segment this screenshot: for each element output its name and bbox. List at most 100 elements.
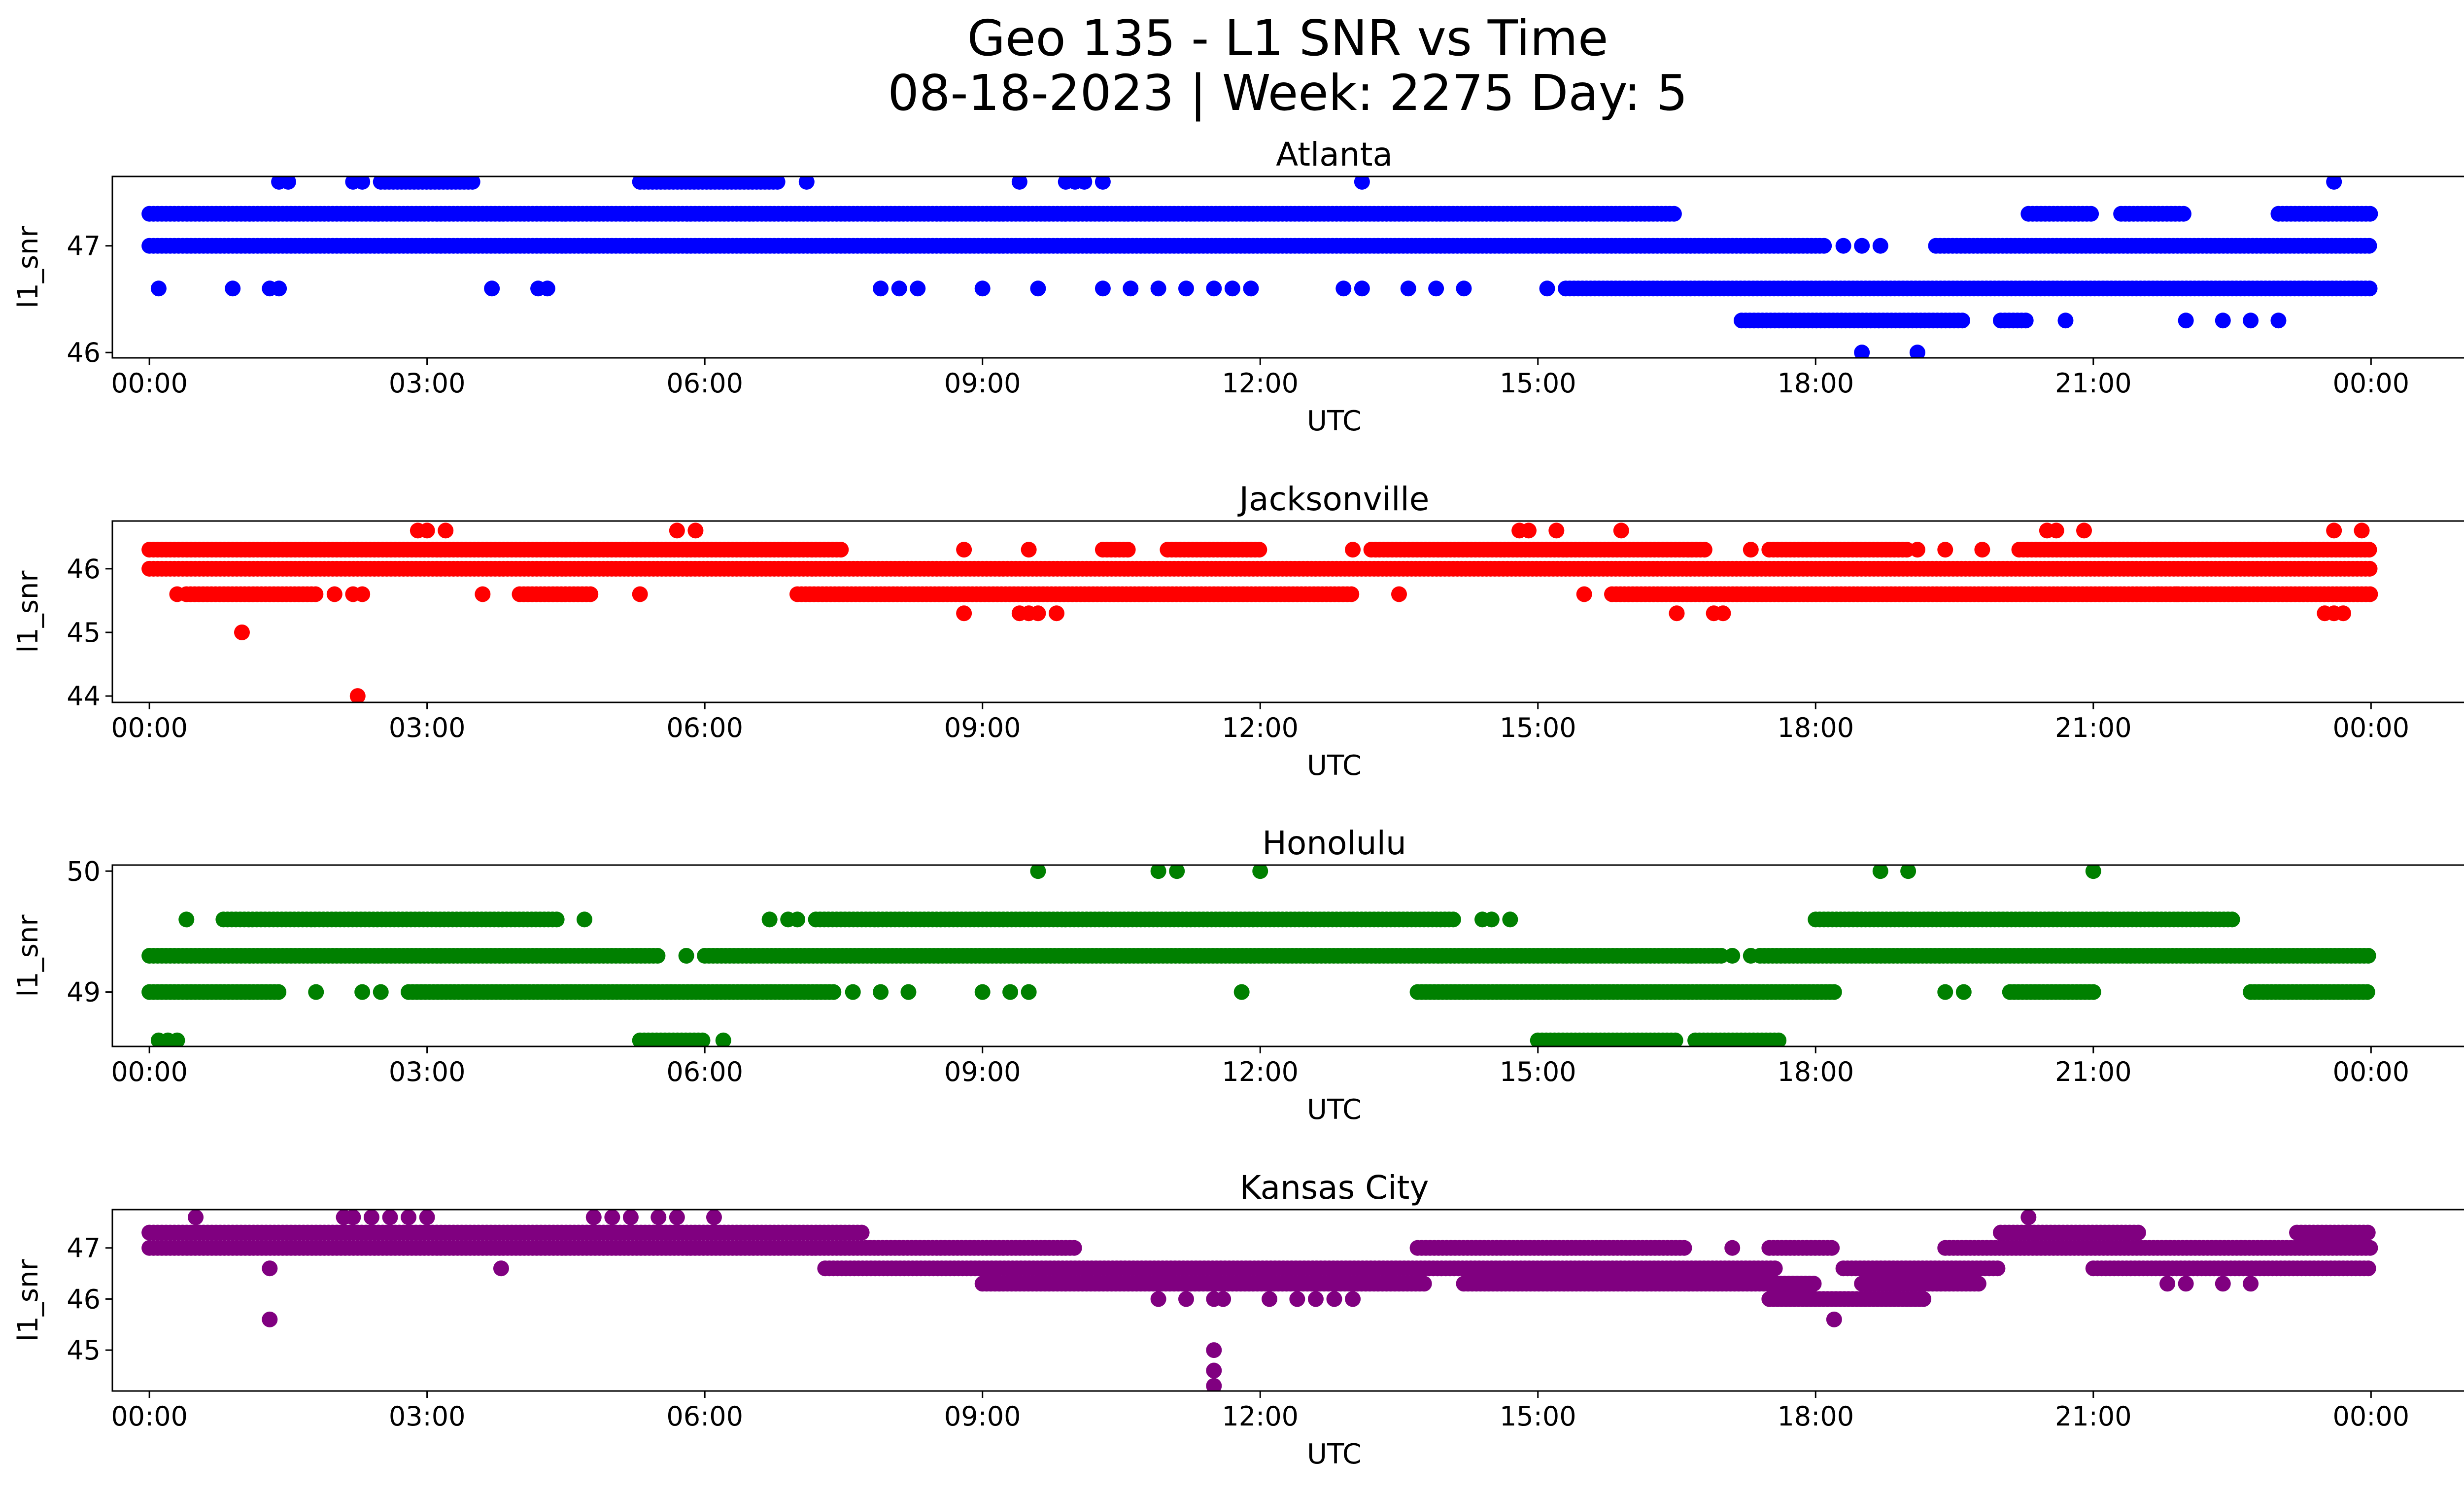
data-point <box>1224 280 1240 297</box>
data-point <box>1743 948 1759 964</box>
x-tick-label: 03:00 <box>389 712 466 743</box>
data-point <box>1233 984 1250 1000</box>
data-point <box>2175 206 2191 222</box>
data-point <box>308 586 324 602</box>
data-point <box>280 176 296 190</box>
data-point <box>694 1032 711 1046</box>
data-point <box>1539 280 1555 297</box>
data-point <box>1150 280 1166 297</box>
y-tick-label: 45 <box>67 617 101 648</box>
data-point <box>2085 984 2101 1000</box>
data-point <box>438 522 454 539</box>
data-point <box>900 984 917 1000</box>
data-point <box>1824 1240 1840 1256</box>
data-point <box>1954 313 1971 329</box>
data-point <box>956 605 972 622</box>
data-point <box>789 911 806 928</box>
data-point <box>2083 206 2099 222</box>
x-axis-label: UTC <box>1307 1094 1362 1126</box>
data-point <box>225 280 241 297</box>
scatter-points <box>141 522 2378 702</box>
data-point <box>974 280 991 297</box>
data-point <box>1095 176 1111 190</box>
x-tick-label: 06:00 <box>666 1056 743 1087</box>
data-point <box>1445 911 1461 928</box>
data-point <box>1030 865 1046 879</box>
data-point <box>761 911 778 928</box>
data-point <box>234 624 250 640</box>
data-point <box>1120 542 1136 558</box>
data-point <box>1872 238 1888 254</box>
x-tick-label: 15:00 <box>1500 368 1576 399</box>
axes-frame <box>111 175 2464 359</box>
data-point <box>1251 542 1267 558</box>
x-tick-label: 15:00 <box>1500 712 1576 743</box>
data-point <box>1030 280 1046 297</box>
data-point <box>539 280 555 297</box>
x-tick-label: 00:00 <box>2333 712 2410 743</box>
data-point <box>1724 948 1741 964</box>
data-point <box>1048 605 1064 622</box>
data-point <box>1150 865 1166 879</box>
scatter-points <box>141 176 2378 358</box>
data-point <box>1613 522 1629 539</box>
data-point <box>1989 1260 2006 1277</box>
data-point <box>1456 280 1472 297</box>
data-point <box>1428 280 1444 297</box>
x-tick-label: 03:00 <box>389 368 466 399</box>
data-point <box>2361 542 2377 558</box>
data-point <box>669 522 685 539</box>
data-point <box>1066 1240 1082 1256</box>
data-point <box>1826 984 1842 1000</box>
data-point <box>650 948 666 964</box>
data-point <box>873 280 889 297</box>
data-point <box>798 176 815 190</box>
data-point <box>1576 586 1592 602</box>
x-tick-label: 09:00 <box>944 1056 1021 1087</box>
data-point <box>1955 984 1972 1000</box>
data-point <box>974 984 991 1000</box>
x-tick-label: 00:00 <box>111 368 188 399</box>
data-point <box>1354 176 1370 190</box>
x-tick-label: 18:00 <box>1777 368 1854 399</box>
data-point <box>632 586 648 602</box>
data-point <box>2270 313 2287 329</box>
data-point <box>2362 586 2378 602</box>
data-point <box>1909 542 1925 558</box>
figure-title-line2: 08-18-2023 | Week: 2275 Day: 5 <box>888 64 1687 122</box>
x-tick-label: 03:00 <box>389 1056 466 1087</box>
subplot-title: Atlanta <box>1276 136 1393 174</box>
data-point <box>1767 1260 1783 1277</box>
data-point <box>2215 313 2231 329</box>
data-point <box>2224 911 2240 928</box>
data-point <box>687 522 704 539</box>
data-point <box>1854 345 1870 358</box>
data-point <box>2326 522 2342 539</box>
data-point <box>1669 605 1685 622</box>
data-point <box>2130 1224 2146 1241</box>
data-point <box>1343 586 1360 602</box>
x-axis-label: UTC <box>1307 750 1362 782</box>
x-tick-label: 18:00 <box>1777 712 1854 743</box>
x-tick-label: 00:00 <box>111 712 188 743</box>
data-point <box>2085 865 2101 879</box>
x-axis-label: UTC <box>1307 405 1362 437</box>
data-point <box>873 984 889 1000</box>
data-point <box>1206 280 1222 297</box>
data-point <box>1483 911 1500 928</box>
data-point <box>576 911 592 928</box>
data-point <box>169 586 185 602</box>
data-point <box>1400 280 1416 297</box>
data-point <box>2354 522 2370 539</box>
data-point <box>150 280 167 297</box>
x-tick-label: 12:00 <box>1222 712 1299 743</box>
data-point <box>1909 345 1925 358</box>
data-point <box>769 176 786 190</box>
data-point <box>1354 280 1370 297</box>
data-point <box>1715 605 1731 622</box>
